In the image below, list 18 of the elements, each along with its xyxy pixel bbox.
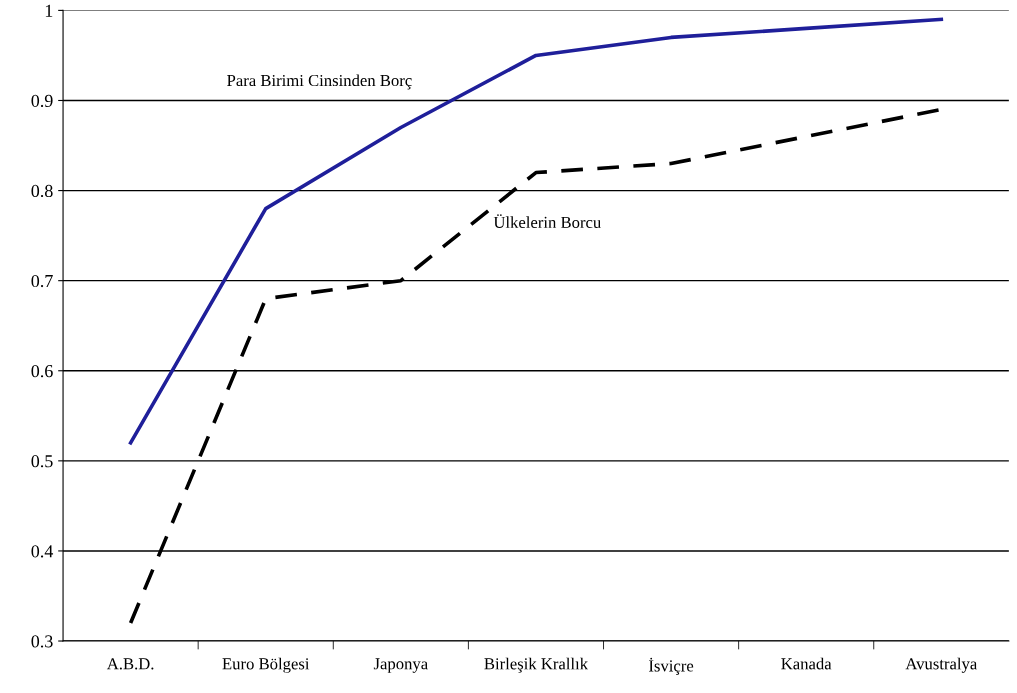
x-tick-label: İsviçre (649, 657, 694, 675)
x-tick-label: Euro Bölgesi (222, 657, 310, 673)
line-series (128, 17, 944, 445)
x-tick-label: Kanada (781, 657, 832, 670)
series-label: Para Birimi Cinsinden Borç (227, 74, 412, 90)
y-tick-label: 0.3 (31, 635, 53, 648)
y-tick-label: 0.6 (31, 365, 53, 378)
y-tick-label: 0.8 (31, 184, 53, 198)
x-tick-label: Avustralya (905, 657, 978, 673)
series-label: Ülkelerin Borcu (493, 214, 601, 229)
y-tick-label: 0.4 (31, 545, 54, 558)
y-tick-label: 0.9 (31, 94, 53, 108)
x-tick-label: Birleşik Krallık (484, 657, 589, 673)
x-tick-label: A.B.D. (106, 658, 154, 670)
y-tick-label: 0.5 (31, 455, 53, 468)
y-tick-label: 1 (45, 4, 53, 17)
y-tick-label: 0.7 (31, 274, 53, 288)
x-tick-label: Japonya (373, 658, 428, 673)
